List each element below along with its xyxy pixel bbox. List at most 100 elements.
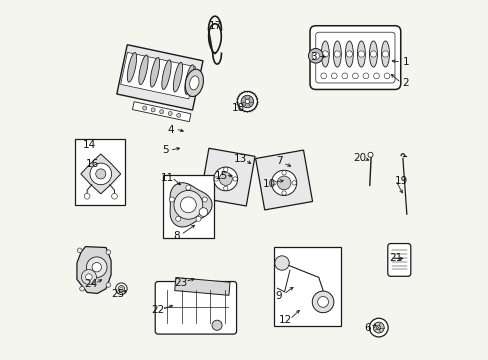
Circle shape [311,52,319,59]
Circle shape [84,193,90,199]
Text: 18: 18 [231,103,244,113]
Ellipse shape [369,41,377,67]
Circle shape [180,197,196,213]
Bar [163,175,213,238]
Polygon shape [174,278,229,295]
Ellipse shape [189,76,199,90]
Polygon shape [81,154,121,194]
Circle shape [81,270,96,284]
Circle shape [160,110,163,114]
Circle shape [219,172,232,185]
Circle shape [106,250,110,255]
Ellipse shape [357,41,365,67]
Circle shape [80,287,84,291]
Circle shape [373,73,379,79]
Circle shape [85,274,92,280]
Text: 24: 24 [83,279,97,289]
Circle shape [232,177,237,181]
Circle shape [352,73,358,79]
Circle shape [241,95,253,108]
Text: 11: 11 [160,173,173,183]
Circle shape [320,73,326,79]
Circle shape [111,193,117,199]
Circle shape [199,208,207,216]
Circle shape [382,51,388,57]
Text: 15: 15 [214,171,227,181]
Ellipse shape [185,69,203,96]
Ellipse shape [381,41,388,67]
Circle shape [174,190,203,219]
Circle shape [322,51,328,57]
Circle shape [212,320,222,330]
Circle shape [317,297,328,307]
Text: 25: 25 [111,289,124,300]
Circle shape [362,73,368,79]
Circle shape [106,283,110,287]
Polygon shape [132,102,190,122]
Text: 23: 23 [173,278,187,288]
Text: 21: 21 [388,253,402,264]
Circle shape [185,185,190,190]
Ellipse shape [333,41,341,67]
Circle shape [151,108,155,112]
Circle shape [384,73,389,79]
Circle shape [175,216,181,221]
Ellipse shape [150,58,159,87]
Polygon shape [255,150,312,210]
Circle shape [168,112,172,116]
Circle shape [333,51,340,57]
Text: 7: 7 [275,156,282,166]
Ellipse shape [173,62,182,92]
Circle shape [282,191,285,195]
Text: 3: 3 [310,52,316,62]
Circle shape [376,325,380,330]
Text: 6: 6 [364,323,370,333]
Circle shape [372,322,384,333]
Circle shape [271,170,296,195]
Text: 1: 1 [402,57,408,67]
Circle shape [282,171,285,175]
Circle shape [169,197,174,202]
Circle shape [271,181,276,185]
Circle shape [96,169,105,179]
Text: 2: 2 [402,78,408,88]
Circle shape [369,51,376,57]
Text: 9: 9 [275,291,282,301]
Circle shape [244,99,249,104]
Circle shape [277,176,290,190]
Circle shape [308,49,323,63]
Bar [274,247,340,326]
Circle shape [341,73,347,79]
Text: 12: 12 [278,315,291,325]
Circle shape [291,181,296,185]
Circle shape [90,163,111,185]
Text: 17: 17 [208,21,221,31]
FancyBboxPatch shape [309,26,400,90]
Text: 13: 13 [234,154,247,164]
Ellipse shape [162,60,171,90]
Text: 19: 19 [394,176,407,186]
Circle shape [213,167,237,191]
Ellipse shape [127,53,136,82]
Text: 10: 10 [263,179,276,189]
Circle shape [237,91,257,112]
Circle shape [196,216,201,221]
Ellipse shape [139,55,148,85]
Polygon shape [117,45,203,110]
Circle shape [115,283,127,294]
Ellipse shape [345,41,353,67]
Circle shape [331,73,336,79]
Text: 14: 14 [83,140,96,150]
Text: 8: 8 [172,231,179,241]
Circle shape [142,106,146,110]
Ellipse shape [184,65,194,94]
Circle shape [346,51,352,57]
Circle shape [118,285,124,292]
Circle shape [223,167,227,172]
Text: 5: 5 [162,145,168,156]
Circle shape [202,197,207,202]
FancyBboxPatch shape [155,282,236,334]
Circle shape [86,257,107,278]
Polygon shape [121,52,195,99]
Text: 4: 4 [167,125,174,135]
